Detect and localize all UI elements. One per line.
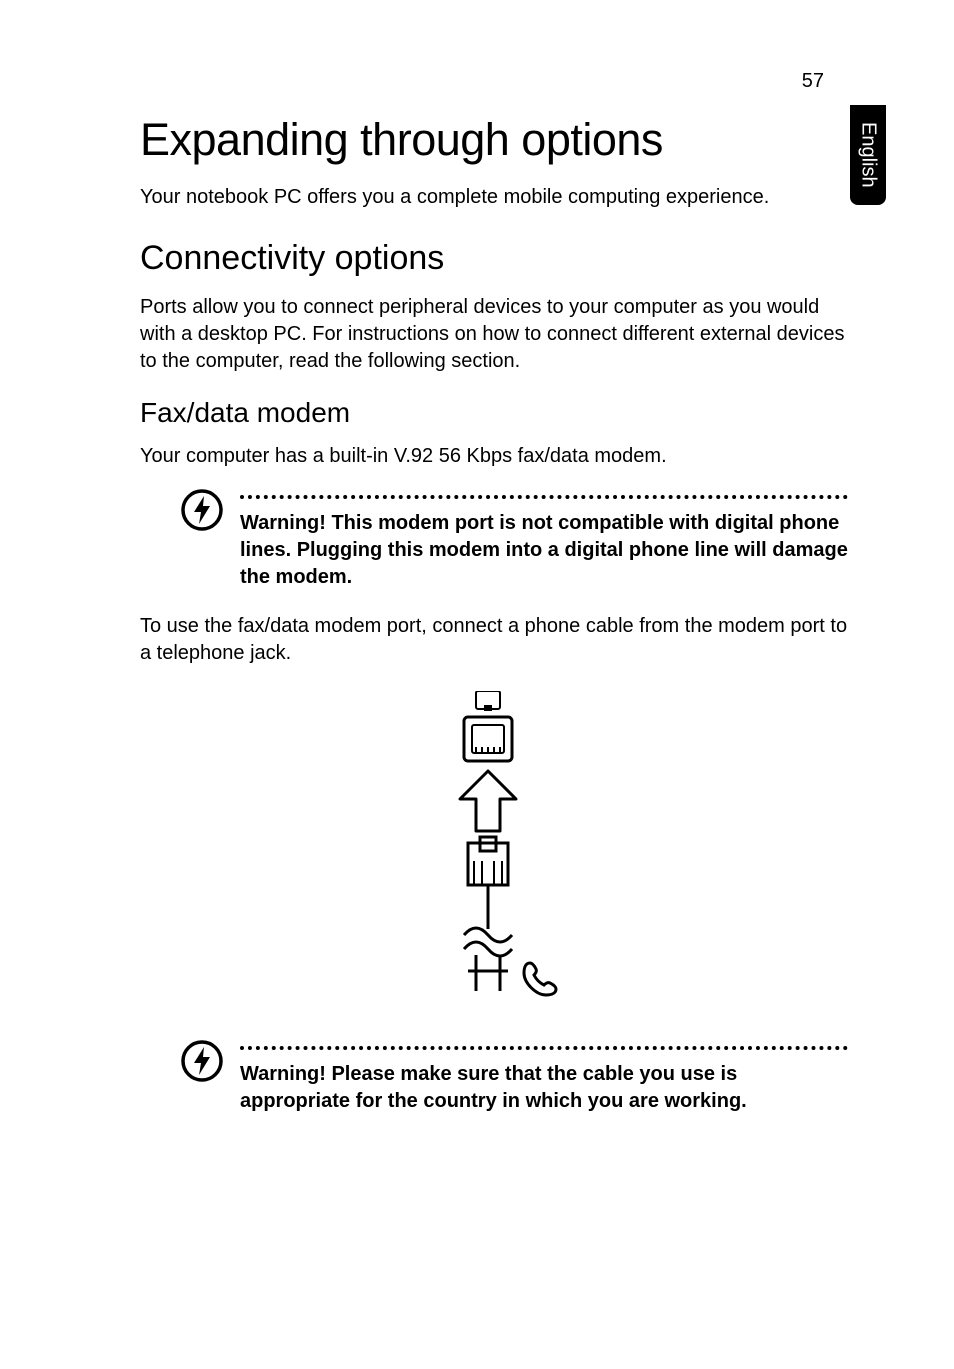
warning-content: Warning! This modem port is not compatib… (240, 492, 848, 591)
language-tab: English (850, 105, 886, 205)
dotted-divider (240, 1043, 848, 1053)
section-paragraph: Ports allow you to connect peripheral de… (140, 294, 848, 375)
subsection-paragraph: Your computer has a built-in V.92 56 Kbp… (140, 443, 848, 470)
warning-block: Warning! Please make sure that the cable… (180, 1043, 848, 1115)
cable-icon (464, 885, 512, 991)
intro-paragraph: Your notebook PC offers you a complete m… (140, 184, 848, 211)
body-paragraph: To use the fax/data modem port, connect … (140, 613, 848, 667)
lightning-icon (180, 1039, 226, 1083)
warning-text: Warning! Please make sure that the cable… (240, 1061, 848, 1115)
warning-text: Warning! This modem port is not compatib… (240, 510, 848, 591)
modem-connection-diagram (140, 691, 848, 1021)
warning-block: Warning! This modem port is not compatib… (180, 492, 848, 591)
page: 57 English Expanding through options You… (0, 0, 954, 1369)
page-number: 57 (802, 70, 824, 93)
lightning-icon (180, 488, 226, 532)
subsection-heading: Fax/data modem (140, 397, 848, 429)
rj11-plug-icon (468, 837, 508, 885)
page-title: Expanding through options (140, 114, 848, 166)
dotted-divider (240, 492, 848, 502)
port-top-outline-icon (476, 691, 500, 711)
section-heading: Connectivity options (140, 239, 848, 278)
modem-port-icon (464, 717, 512, 761)
warning-content: Warning! Please make sure that the cable… (240, 1043, 848, 1115)
up-arrow-icon (460, 771, 516, 831)
phone-icon (524, 963, 556, 995)
